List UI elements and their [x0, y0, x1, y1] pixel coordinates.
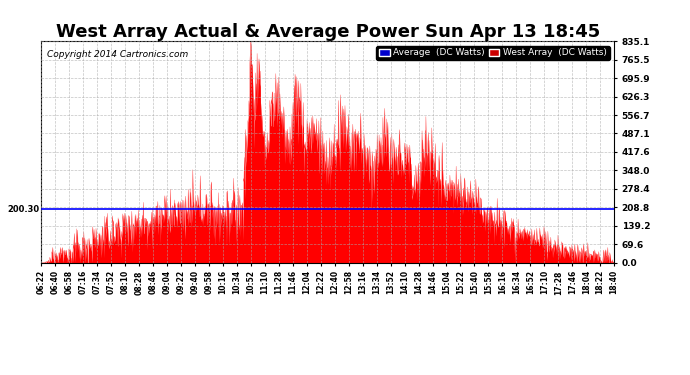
Text: 200.30: 200.30 [8, 205, 40, 214]
Legend: Average  (DC Watts), West Array  (DC Watts): Average (DC Watts), West Array (DC Watts… [376, 46, 609, 60]
Text: Copyright 2014 Cartronics.com: Copyright 2014 Cartronics.com [47, 50, 188, 59]
Title: West Array Actual & Average Power Sun Apr 13 18:45: West Array Actual & Average Power Sun Ap… [56, 23, 600, 41]
